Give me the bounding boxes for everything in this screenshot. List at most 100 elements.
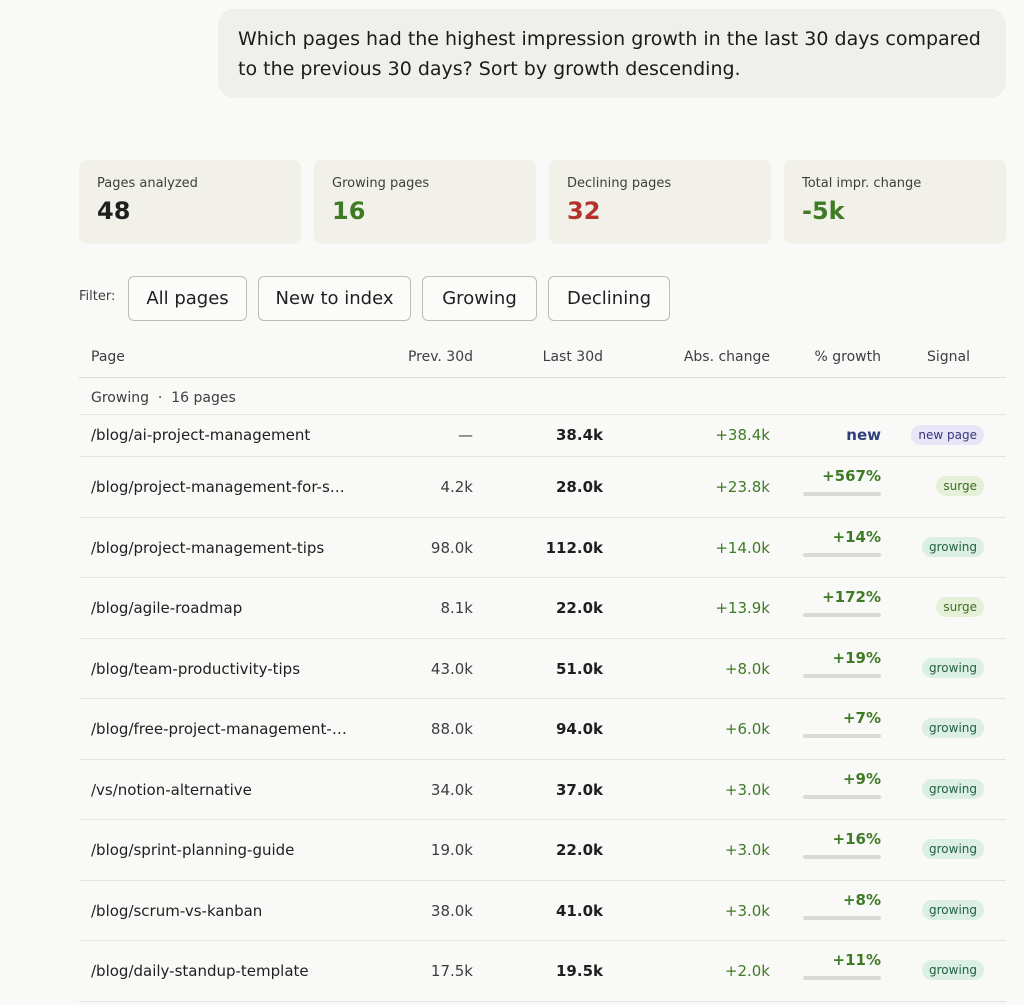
cell-abs-change: +3.0k [724,780,770,799]
filter-bar: Filter: All pages New to index Growing D… [79,276,779,321]
stat-label: Declining pages [567,176,672,191]
cell-last-30d: 22.0k [556,841,603,859]
group-header-growing[interactable]: Growing · 16 pages [79,378,1006,415]
cell-page[interactable]: /blog/free-project-management-… [91,720,347,738]
cell-growth: +14% [832,527,881,546]
cell-last-30d: 37.0k [556,780,603,799]
cell-abs-change: +8.0k [724,659,770,678]
cell-abs-change: +14.0k [715,538,770,557]
growth-bar [803,613,881,617]
cell-growth: +7% [842,709,881,727]
growth-bar [803,976,881,980]
cell-growth: +567% [822,467,881,485]
cell-abs-change: +13.9k [715,599,770,617]
stat-label: Pages analyzed [97,176,198,191]
group-separator: · [157,390,163,406]
column-header-prev-30d[interactable]: Prev. 30d [407,349,473,365]
growth-bar [803,552,881,557]
filter-chip-growing[interactable]: Growing [422,276,537,321]
growth-bar [803,794,881,799]
signal-badge: surge [936,597,984,617]
cell-page[interactable]: /blog/daily-standup-template [91,962,309,980]
growth-bar [803,855,881,859]
cell-page[interactable]: /blog/team-productivity-tips [91,659,301,678]
cell-page[interactable]: /blog/ai-project-management [91,426,311,444]
cell-prev-30d: 8.1k [440,599,473,617]
cell-growth: new [846,426,881,444]
group-title: Growing · 16 pages [91,390,236,406]
cell-growth: +11% [832,951,881,969]
table-row[interactable]: /blog/sprint-planning-guide 19.0k 22.0k +3.… [79,820,1006,881]
cell-growth: +8% [842,890,881,909]
cell-last-30d: 51.0k [556,659,603,678]
cell-page[interactable]: /blog/scrum-vs-kanban [91,901,263,920]
stat-value: 32 [567,197,601,225]
table-row[interactable]: /blog/daily-standup-template 17.5k 19.5k +2… [79,941,1006,1002]
signal-badge: growing [922,536,984,557]
stat-card-pages-analyzed: Pages analyzed 48 [79,160,301,244]
cell-abs-change: +2.0k [724,962,770,980]
column-header-last-30d[interactable]: Last 30d [542,349,603,365]
cell-prev-30d: 88.0k [430,720,473,738]
filter-chip-new-to-index[interactable]: New to index [258,276,411,321]
cell-prev-30d: 38.0k [430,901,473,920]
column-header-signal[interactable]: Signal [926,349,970,365]
user-message-line-2: to the previous 30 days? Sort by growth … [238,58,741,80]
table-body: /blog/ai-project-management — 38.4k +38.4k n… [79,415,1006,1002]
growth-bar [803,492,881,496]
column-header-page[interactable]: Page [91,349,125,365]
table-row[interactable]: /blog/team-productivity-tips 43.0k 51.0k +8… [79,639,1006,699]
user-message-bubble: Which pages had the highest impression g… [218,9,1006,98]
signal-badge: surge [936,476,984,496]
growth-bar [803,915,881,920]
cell-growth: +19% [832,648,881,667]
cell-page[interactable]: /blog/project-management-tips [91,538,325,557]
column-header-growth[interactable]: % growth [814,349,881,365]
cell-prev-30d: 17.5k [430,962,473,980]
cell-last-30d: 22.0k [556,599,603,617]
cell-prev-30d: 19.0k [430,841,473,859]
cell-abs-change: +3.0k [724,901,770,920]
summary-stats: Pages analyzed 48 Growing pages 16 Decli… [79,160,1006,244]
cell-prev-30d: 4.2k [440,478,473,496]
cell-last-30d: 19.5k [556,962,603,980]
signal-badge: growing [922,839,984,859]
table-row[interactable]: /vs/notion-alternative 34.0k 37.0k +3.0k +9%… [79,760,1006,820]
table-row[interactable]: /blog/scrum-vs-kanban 38.0k 41.0k +3.0k +8% g… [79,881,1006,941]
table-row[interactable]: /blog/agile-roadmap 8.1k 22.0k +13.9k +172% s… [79,578,1006,639]
column-header-abs-change[interactable]: Abs. change [683,349,770,365]
cell-abs-change: +3.0k [724,841,770,859]
table-row[interactable]: /blog/free-project-management-… 88.0k 94.0… [79,699,1006,760]
table-row[interactable]: /blog/project-management-for-s… 4.2k 28.0k… [79,457,1006,518]
pages-table: Page Prev. 30d Last 30d Abs. change % gr… [79,339,1006,1002]
growth-bar [803,673,881,678]
stat-label: Total impr. change [802,176,922,191]
cell-last-30d: 38.4k [556,426,603,444]
cell-growth: +9% [842,769,881,788]
user-message-line-1: Which pages had the highest impression g… [238,28,981,50]
filter-label: Filter: [79,289,116,304]
stat-value: 16 [332,197,366,225]
filter-chip-declining[interactable]: Declining [548,276,670,321]
stat-label: Growing pages [332,176,430,191]
table-row[interactable]: /blog/project-management-tips 98.0k 112.0k… [79,518,1006,578]
cell-page[interactable]: /blog/agile-roadmap [91,599,243,617]
cell-abs-change: +23.8k [715,478,770,496]
stat-value: -5k [802,197,845,225]
cell-prev-30d: 34.0k [430,780,473,799]
filter-chip-all-pages[interactable]: All pages [128,276,247,321]
cell-page[interactable]: /vs/notion-alternative [91,780,252,799]
cell-growth: +16% [832,830,881,848]
signal-badge: growing [922,899,984,920]
cell-last-30d: 41.0k [556,901,603,920]
cell-prev-30d: 98.0k [430,538,473,557]
cell-page[interactable]: /blog/sprint-planning-guide [91,841,295,859]
signal-badge: growing [922,960,984,980]
cell-prev-30d: 43.0k [430,659,473,678]
cell-last-30d: 28.0k [556,478,603,496]
table-row[interactable]: /blog/ai-project-management — 38.4k +38.4k n… [79,415,1006,457]
cell-abs-change: +38.4k [715,426,770,444]
cell-prev-30d: — [458,426,473,444]
cell-page[interactable]: /blog/project-management-for-s… [91,478,345,496]
group-count: 16 pages [171,390,236,406]
